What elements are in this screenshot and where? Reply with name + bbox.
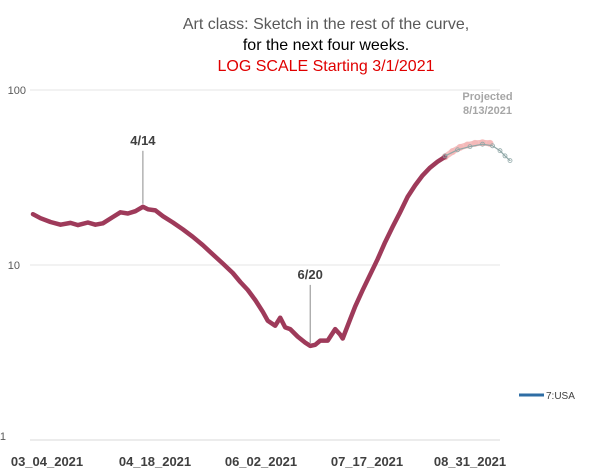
- title-line-1: Art class: Sketch in the rest of the cur…: [183, 16, 469, 33]
- chart-title: Art class: Sketch in the rest of the cur…: [183, 16, 469, 75]
- sketch-point-6: [502, 153, 508, 159]
- sketch-point-5: [497, 148, 503, 154]
- sketch-point-7: [507, 158, 513, 164]
- title-line-2: for the next four weeks.: [243, 37, 409, 54]
- sketch-point-4: [490, 143, 495, 149]
- sketch-point-3: [480, 141, 485, 147]
- sketch-point-2: [467, 144, 473, 150]
- gridlines: [30, 89, 500, 266]
- projected-label: Projected: [462, 91, 512, 103]
- sketch-point-1: [455, 147, 461, 153]
- annotation-4-14: 4/14: [130, 133, 156, 148]
- series-line-usa: [30, 154, 448, 349]
- series-layer: [30, 139, 513, 349]
- legend: 7:USA: [519, 391, 575, 402]
- legend-label-usa: 7:USA: [546, 391, 575, 402]
- projected-date-label: 8/13/2021: [463, 105, 512, 117]
- annotation-6-20: 6/20: [298, 267, 323, 282]
- x-tick-label-08-31: 08_31_2021: [434, 454, 506, 469]
- title-line-3: LOG SCALE Starting 3/1/2021: [217, 58, 434, 75]
- x-tick-label-06-02: 06_02_2021: [225, 454, 297, 469]
- y-tick-label-10: 10: [8, 260, 20, 272]
- y-tick-label-100: 100: [8, 85, 26, 97]
- annotations: 4/14 6/20 Projected 8/13/2021: [130, 91, 513, 343]
- y-axis: 1 10 100: [0, 85, 26, 443]
- x-tick-label-03-04: 03_04_2021: [11, 454, 83, 469]
- x-tick-label-07-17: 07_17_2021: [331, 454, 403, 469]
- x-tick-label-04-18: 04_18_2021: [119, 454, 191, 469]
- x-axis: 03_04_2021 04_18_2021 06_02_2021 07_17_2…: [11, 439, 506, 469]
- y-tick-label-1: 1: [0, 431, 6, 443]
- sketch-point-0: [442, 153, 448, 159]
